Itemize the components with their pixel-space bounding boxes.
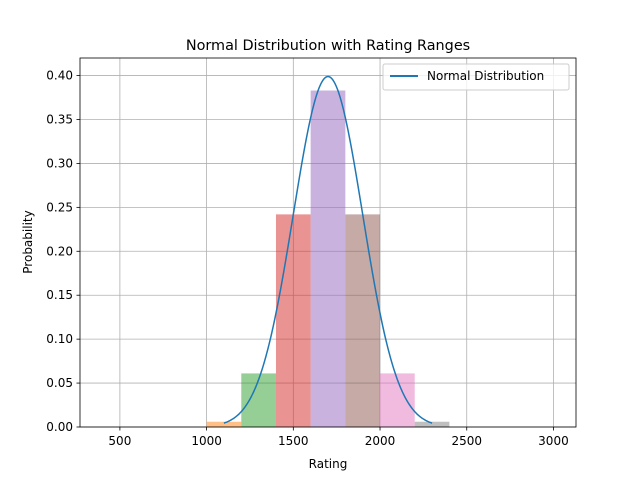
y-tick-label-0: 0.00 [46, 420, 73, 434]
y-axis-label: Probability [21, 210, 35, 273]
legend: Normal Distribution [382, 63, 570, 91]
bar-1800-2000 [345, 214, 381, 427]
x-tick-label-0: 500 [108, 434, 131, 448]
y-tick-label-8: 0.40 [46, 69, 73, 83]
y-tick-label-2: 0.10 [46, 332, 73, 346]
x-ticks: 500 1000 1500 2000 2500 3000 [108, 427, 569, 448]
x-tick-label-4: 2500 [451, 434, 482, 448]
y-tick-label-1: 0.05 [46, 376, 73, 390]
bar-1200-1400 [241, 373, 276, 427]
y-tick-label-6: 0.30 [46, 156, 73, 170]
chart-title: Normal Distribution with Rating Ranges [186, 38, 470, 54]
bar-1000-1200 [206, 421, 242, 427]
y-tick-label-7: 0.35 [46, 113, 73, 127]
bar-1400-1600 [275, 214, 311, 427]
bar-2200-2400 [414, 421, 450, 427]
x-tick-label-2: 1500 [278, 434, 309, 448]
x-tick-label-5: 3000 [538, 434, 569, 448]
bars [206, 90, 450, 427]
x-tick-label-1: 1000 [191, 434, 222, 448]
y-tick-label-3: 0.15 [46, 288, 73, 302]
x-axis-label: Rating [309, 457, 348, 471]
bar-2000-2200 [380, 373, 415, 427]
y-tick-label-4: 0.20 [46, 244, 73, 258]
bar-1600-1800 [310, 90, 346, 427]
legend-label-normal-distribution: Normal Distribution [427, 69, 544, 83]
plot-frame [79, 57, 577, 428]
x-tick-label-3: 2000 [365, 434, 396, 448]
normal-distribution-line [223, 75, 433, 424]
y-tick-label-5: 0.25 [46, 200, 73, 214]
y-ticks: 0.00 0.05 0.10 0.15 0.20 0.25 0.30 0.35 0.40 [46, 69, 80, 434]
legend-box [382, 63, 570, 91]
